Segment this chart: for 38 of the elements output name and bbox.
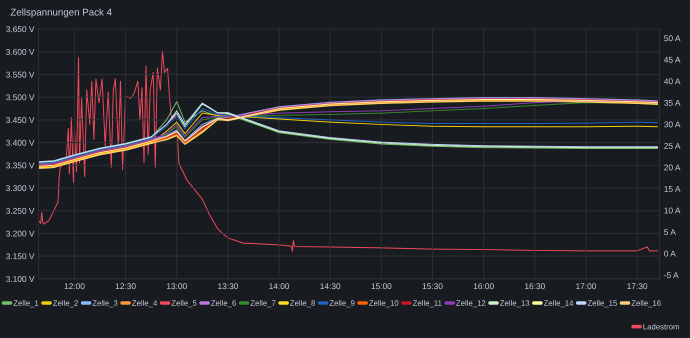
y2-tick-label: 20 A — [664, 164, 680, 170]
y-tick-label: 3.400 V — [6, 140, 34, 146]
y2-tick-label: 40 A — [664, 78, 680, 84]
x-tick-label: 16:00 — [474, 283, 494, 290]
y2-tick-label: 35 A — [664, 100, 680, 106]
x-tick-label: 12:30 — [116, 283, 136, 290]
y-tick-label: 3.600 V — [6, 48, 34, 55]
y-tick-label: 3.100 V — [6, 276, 34, 282]
x-tick-label: 14:30 — [320, 283, 340, 290]
x-tick-label: 15:30 — [422, 283, 443, 290]
x-tick-label: 12:00 — [64, 283, 85, 290]
y-tick-label: 3.450 V — [6, 117, 34, 123]
y-tick-label: 3.650 V — [6, 26, 34, 32]
x-tick-label: 13:30 — [218, 283, 238, 290]
y2-tick-label: 15 A — [664, 186, 680, 192]
x-tick-label: 14:00 — [269, 283, 290, 290]
y-tick-label: 3.550 V — [6, 72, 34, 78]
x-tick-label: 13:00 — [166, 283, 187, 290]
y-tick-label: 3.300 V — [6, 185, 34, 192]
y2-tick-label: -5 A — [664, 272, 679, 278]
y-tick-label: 3.500 V — [6, 94, 34, 100]
y-tick-label: 3.250 V — [6, 208, 34, 214]
y2-tick-label: 0 A — [664, 250, 676, 257]
x-tick-label: 17:30 — [627, 283, 648, 290]
y-tick-label: 3.200 V — [6, 230, 34, 237]
y2-tick-label: 25 A — [664, 142, 680, 149]
y2-tick-label: 5 A — [664, 229, 676, 236]
x-tick-label: 16:30 — [525, 283, 545, 290]
x-tick-label: 17:00 — [576, 283, 596, 290]
y2-tick-label: 30 A — [664, 121, 680, 128]
line-series — [38, 50, 658, 252]
y-tick-label: 3.350 V — [6, 162, 34, 168]
x-tick-label: 15:00 — [372, 283, 392, 290]
y2-tick-label: 10 A — [664, 208, 680, 214]
chart-title: Zellspannungen Pack 4 — [10, 8, 112, 18]
y-tick-label: 3.150 V — [6, 253, 34, 260]
y2-tick-label: 45 A — [664, 56, 680, 63]
y2-tick-label: 50 A — [664, 35, 680, 42]
